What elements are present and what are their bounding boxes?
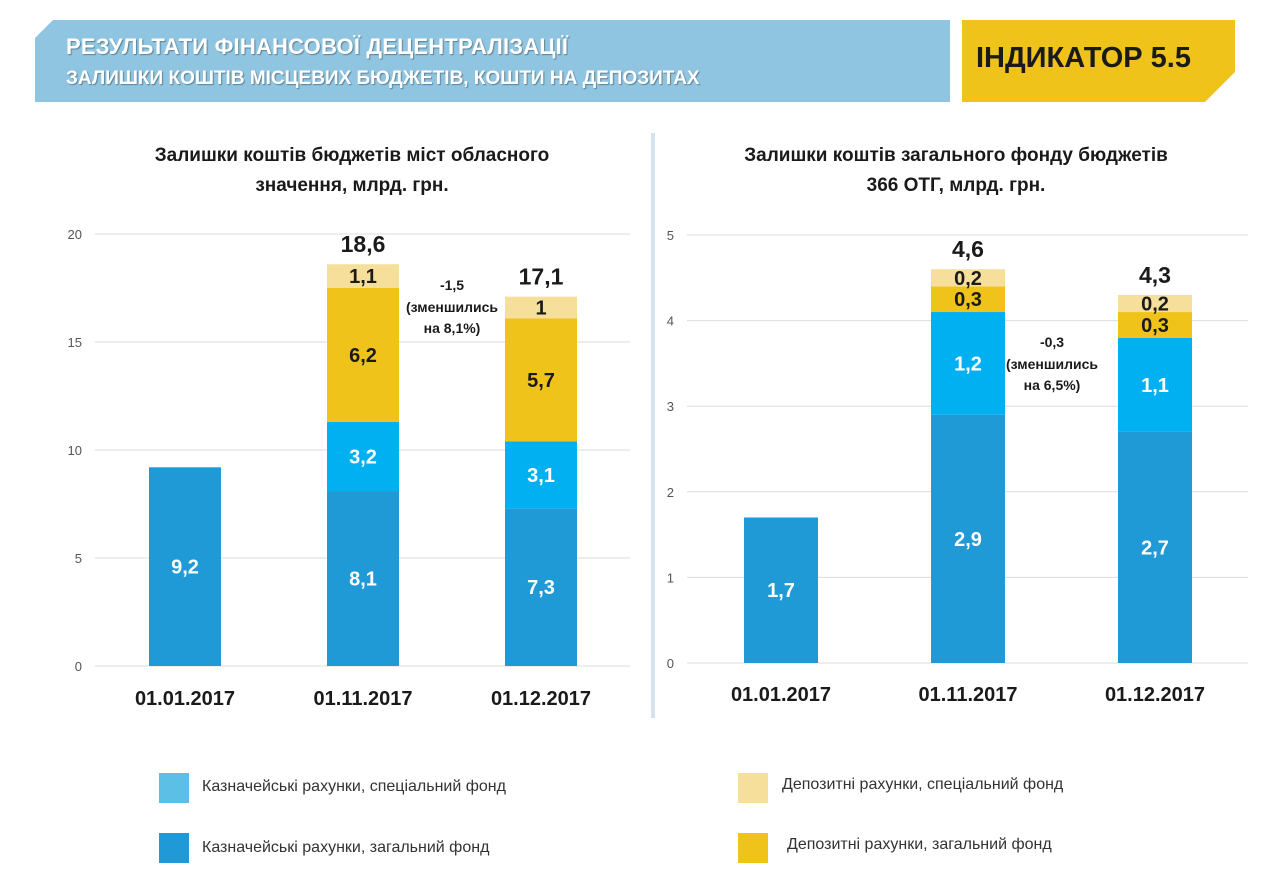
chart1-bar-segment <box>505 318 577 442</box>
chart2-title-line2: 366 ОТГ, млрд. грн. <box>866 175 1046 196</box>
indicator-box <box>962 20 1235 102</box>
chart2-data-label: 2,7 <box>1141 537 1169 559</box>
legend-swatch-treasury-general <box>159 833 189 863</box>
chart1-bar-segment <box>149 467 221 666</box>
chart1-data-label: 8,1 <box>349 569 377 591</box>
chart2-y-tick-label: 1 <box>667 570 674 585</box>
chart2-data-label: 1,2 <box>954 353 982 375</box>
chart2-bar-segment <box>744 517 818 663</box>
chart1-bar-segment <box>327 288 399 422</box>
chart2-total-label: 4,3 <box>1139 262 1171 288</box>
header-title: РЕЗУЛЬТАТИ ФІНАНСОВОЇ ДЕЦЕНТРАЛІЗАЦІЇ <box>66 34 569 59</box>
header-band <box>35 20 950 102</box>
chart1-data-label: 1,1 <box>349 266 377 288</box>
chart1-y-tick-label: 10 <box>68 443 82 458</box>
legend-label-treasury-special: Казначейські рахунки, спеціальний фонд <box>202 778 506 795</box>
chart2-y-tick-label: 4 <box>667 314 674 329</box>
chart1-annotation-line: на 8,1%) <box>424 320 481 336</box>
chart1-data-label: 1 <box>535 297 546 319</box>
chart1-total-label: 18,6 <box>341 231 386 257</box>
chart1-bar-segment <box>327 491 399 666</box>
legend-label-deposit-special: Депозитні рахунки, спеціальний фонд <box>782 776 1064 793</box>
chart2-bar-segment <box>931 269 1005 287</box>
chart1-title-line2: значення, млрд. грн. <box>255 175 449 196</box>
chart2-bar-segment <box>931 286 1005 313</box>
legend-swatch-deposit-special <box>738 773 768 803</box>
chart2-bar-segment <box>1118 431 1192 663</box>
chart1-y-tick-label: 5 <box>75 551 82 566</box>
chart2-title-line1: Залишки коштів загального фонду бюджетів <box>744 145 1168 166</box>
chart2-x-category-label: 01.01.2017 <box>731 684 831 706</box>
chart1-bar-segment <box>327 421 399 492</box>
chart2-data-label: 0,2 <box>954 268 982 290</box>
chart1-y-tick-label: 20 <box>68 227 82 242</box>
header-corner <box>35 20 53 38</box>
chart2-y-tick-label: 5 <box>667 228 674 243</box>
chart1-total-label: 17,1 <box>519 264 564 290</box>
chart2-total-label: 4,6 <box>952 236 984 262</box>
chart2-y-tick-label: 3 <box>667 399 674 414</box>
chart2-x-category-label: 01.12.2017 <box>1105 684 1205 706</box>
chart2-annotation-line: (зменшились <box>1006 356 1098 372</box>
chart2-x-category-label: 01.11.2017 <box>919 684 1018 706</box>
chart1-data-label: 6,2 <box>349 345 377 367</box>
chart1-annotation-line: (зменшились <box>406 299 498 315</box>
chart2-annotation-line: на 6,5%) <box>1024 377 1081 393</box>
chart-divider <box>651 133 655 718</box>
chart1-bar-segment <box>505 508 577 666</box>
chart1-data-label: 3,2 <box>349 446 377 468</box>
chart2-y-tick-label: 0 <box>667 656 674 671</box>
chart2-title: Залишки коштів загального фонду бюджетів… <box>676 141 1236 201</box>
chart2-bar-segment <box>1118 312 1192 338</box>
chart2-annotation-line: -0,3 <box>1040 334 1064 350</box>
chart1-data-label: 3,1 <box>527 465 555 487</box>
chart1-x-category-label: 01.12.2017 <box>491 688 591 710</box>
chart1-bar-segment <box>505 441 577 509</box>
legend-label-deposit-general: Депозитні рахунки, загальний фонд <box>787 836 1052 853</box>
chart2-data-label: 1,1 <box>1141 375 1169 397</box>
chart1-x-category-label: 01.11.2017 <box>314 688 413 710</box>
chart1-title-line1: Залишки коштів бюджетів міст обласного <box>154 145 550 166</box>
header-subtitle: ЗАЛИШКИ КОШТІВ МІСЦЕВИХ БЮДЖЕТІВ, КОШТИ … <box>66 68 700 89</box>
chart2-bar-segment <box>1118 294 1192 313</box>
chart2-data-label: 0,3 <box>954 289 982 311</box>
chart2-bar-segment <box>931 414 1005 663</box>
chart2-bar-segment <box>1118 337 1192 432</box>
chart1-annotation-line: -1,5 <box>440 277 464 293</box>
chart1-bar-segment <box>327 264 399 288</box>
chart1-data-label: 7,3 <box>527 577 555 599</box>
chart1-data-label: 9,2 <box>171 557 199 579</box>
chart2-data-label: 0,2 <box>1141 293 1169 315</box>
chart1-title: Залишки коштів бюджетів міст обласного з… <box>72 141 632 201</box>
indicator-corner <box>1205 72 1235 102</box>
legend-label-treasury-general: Казначейські рахунки, загальний фонд <box>202 839 490 856</box>
chart1-y-tick-label: 15 <box>68 335 82 350</box>
chart1-y-tick-label: 0 <box>75 659 82 674</box>
indicator-label: ІНДИКАТОР 5.5 <box>976 42 1191 74</box>
chart2-bar-segment <box>931 312 1005 415</box>
chart2-data-label: 1,7 <box>767 580 795 602</box>
legend-swatch-deposit-general <box>738 833 768 863</box>
chart2-y-tick-label: 2 <box>667 485 674 500</box>
chart2-data-label: 0,3 <box>1141 315 1169 337</box>
chart1-x-category-label: 01.01.2017 <box>135 688 235 710</box>
chart1-bar-segment <box>505 296 577 319</box>
legend-swatch-treasury-special <box>159 773 189 803</box>
chart1-data-label: 5,7 <box>527 370 555 392</box>
chart2-data-label: 2,9 <box>954 529 982 551</box>
